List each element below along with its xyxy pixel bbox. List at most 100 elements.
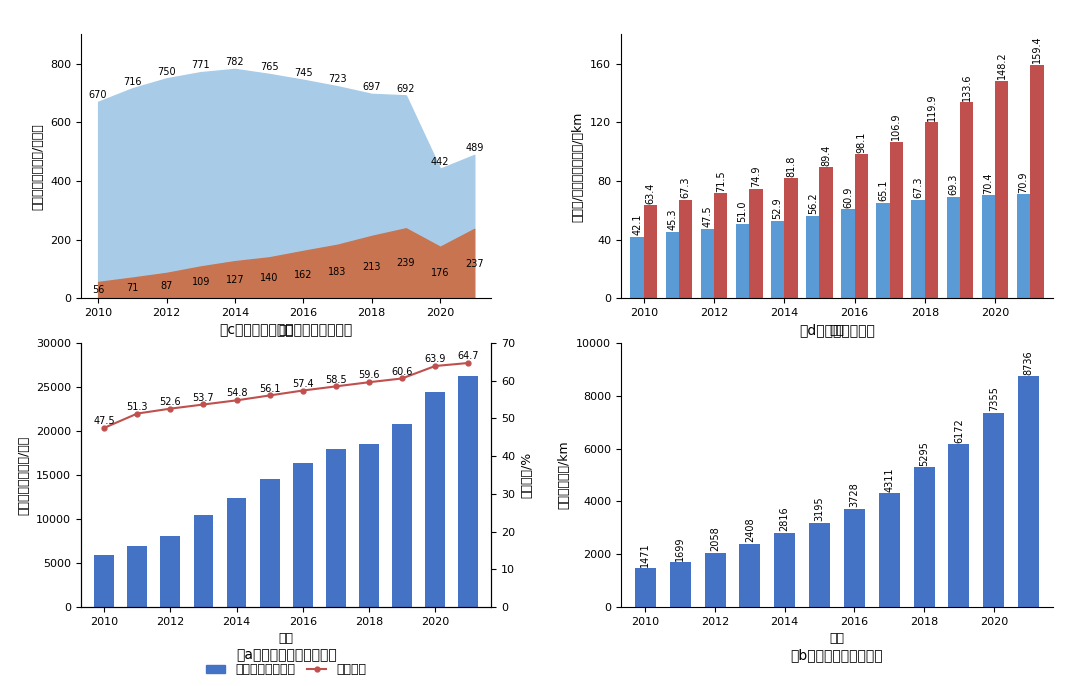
Text: 8736: 8736	[1024, 350, 1034, 375]
Text: 127: 127	[226, 275, 244, 285]
Text: 71.5: 71.5	[716, 170, 726, 192]
Legend: 车辆数, 运营里程: 车辆数, 运营里程	[777, 350, 897, 372]
Text: 716: 716	[123, 77, 141, 86]
Bar	[704, 553, 726, 607]
Bar	[679, 200, 692, 298]
Text: 3728: 3728	[849, 482, 860, 507]
Text: 57.4: 57.4	[292, 379, 313, 389]
Text: 63.9: 63.9	[424, 354, 446, 364]
Text: 442: 442	[431, 157, 449, 167]
Text: 47.5: 47.5	[702, 206, 713, 227]
Text: 6172: 6172	[954, 418, 964, 442]
Text: 2816: 2816	[780, 506, 789, 531]
Bar	[1030, 64, 1043, 298]
Text: 67.3: 67.3	[680, 177, 690, 198]
Text: 67.3: 67.3	[913, 177, 923, 198]
Text: 42.1: 42.1	[632, 213, 643, 235]
Bar	[735, 224, 750, 298]
Text: 1471: 1471	[640, 542, 650, 567]
Text: （a）公共交通客运量变化: （a）公共交通客运量变化	[235, 648, 337, 662]
Text: 237: 237	[465, 259, 484, 269]
Text: 670: 670	[89, 90, 107, 100]
Text: 213: 213	[363, 262, 381, 272]
Bar	[890, 141, 903, 298]
Bar	[924, 123, 939, 298]
Text: 771: 771	[191, 60, 210, 71]
Text: 782: 782	[226, 57, 244, 67]
Bar	[876, 203, 890, 298]
Text: 64.7: 64.7	[458, 351, 480, 361]
Text: 54.8: 54.8	[226, 388, 247, 399]
Text: 65.1: 65.1	[878, 180, 888, 202]
Text: 489: 489	[465, 143, 484, 153]
Bar	[879, 493, 900, 607]
X-axis label: 年份: 年份	[829, 632, 845, 646]
Bar	[631, 237, 644, 298]
Text: 53.7: 53.7	[192, 392, 214, 403]
Text: 148.2: 148.2	[997, 52, 1007, 80]
Text: 70.9: 70.9	[1018, 172, 1028, 193]
Bar	[193, 514, 214, 607]
Bar	[426, 392, 445, 607]
Bar	[843, 508, 865, 607]
Y-axis label: 城镇化率/%: 城镇化率/%	[521, 452, 534, 498]
Y-axis label: 轨道运营里程/km: 轨道运营里程/km	[557, 440, 570, 510]
Text: 133.6: 133.6	[961, 73, 972, 101]
Text: 63.4: 63.4	[646, 182, 656, 204]
Text: 176: 176	[431, 268, 449, 278]
Text: 52.6: 52.6	[160, 397, 181, 407]
Text: 89.4: 89.4	[821, 144, 832, 166]
Bar	[161, 536, 180, 607]
Bar	[392, 424, 411, 607]
Text: 56.1: 56.1	[259, 383, 281, 394]
Bar	[914, 467, 934, 607]
Text: 81.8: 81.8	[786, 156, 796, 177]
Text: 45.3: 45.3	[667, 209, 677, 230]
Text: 98.1: 98.1	[856, 132, 866, 153]
Bar	[740, 543, 760, 607]
Text: 3195: 3195	[814, 497, 825, 521]
Text: 87: 87	[160, 281, 173, 291]
Bar	[665, 232, 679, 298]
Bar	[809, 523, 831, 607]
Bar	[670, 563, 691, 607]
Text: 723: 723	[328, 75, 347, 84]
Text: 765: 765	[260, 62, 279, 72]
Text: 159.4: 159.4	[1031, 36, 1042, 63]
Bar	[1017, 194, 1030, 298]
Text: 51.3: 51.3	[126, 402, 148, 412]
Text: 745: 745	[294, 68, 312, 78]
Bar	[714, 193, 728, 298]
Legend: 私人小汽车拥有量, 城镇化率: 私人小汽车拥有量, 城镇化率	[201, 659, 372, 681]
Text: 183: 183	[328, 267, 347, 276]
Bar	[127, 546, 147, 607]
Text: 58.5: 58.5	[325, 375, 347, 384]
Text: 2058: 2058	[710, 526, 720, 551]
Bar	[820, 167, 833, 298]
Text: 162: 162	[294, 270, 312, 280]
Text: 109: 109	[191, 277, 210, 287]
X-axis label: 年份: 年份	[279, 324, 294, 337]
Bar	[948, 444, 970, 607]
Text: （d）轨道运营里程: （d）轨道运营里程	[799, 324, 875, 338]
Bar	[774, 533, 795, 607]
Bar	[701, 228, 714, 298]
Text: 4311: 4311	[885, 467, 894, 492]
Text: 692: 692	[396, 84, 415, 93]
Bar	[326, 449, 346, 607]
Text: 697: 697	[363, 82, 381, 92]
Text: 106.9: 106.9	[891, 113, 902, 140]
Text: 71: 71	[126, 283, 138, 293]
Text: 51.0: 51.0	[738, 200, 747, 222]
Bar	[995, 81, 1009, 298]
Text: 69.3: 69.3	[948, 174, 958, 196]
Bar	[946, 197, 960, 298]
Text: 239: 239	[396, 259, 415, 268]
Text: （b）车辆数和运营里程: （b）车辆数和运营里程	[791, 648, 883, 662]
Bar	[1018, 377, 1039, 607]
Bar	[227, 499, 246, 607]
Bar	[960, 102, 973, 298]
Bar	[841, 209, 854, 298]
Bar	[982, 195, 995, 298]
Text: 74.9: 74.9	[751, 165, 761, 187]
